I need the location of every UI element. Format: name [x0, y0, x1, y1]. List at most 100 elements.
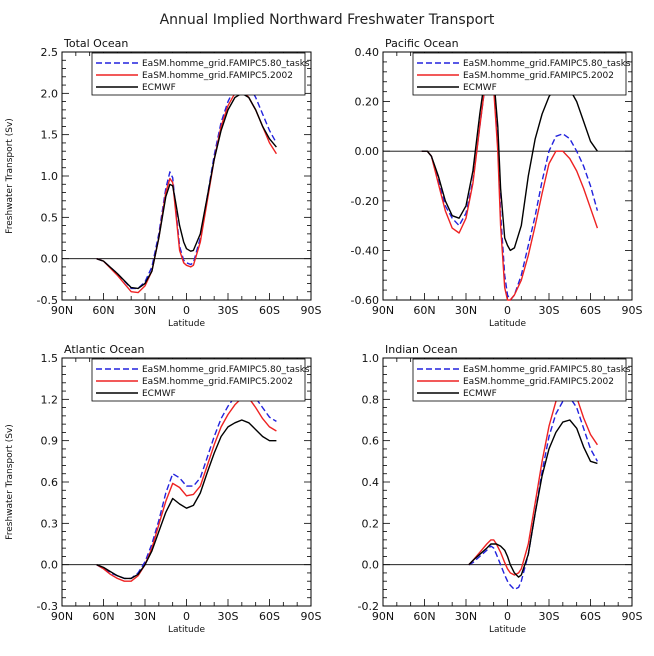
x-tick-label: 30N	[134, 610, 156, 623]
x-axis-label: Latitude	[168, 625, 206, 635]
y-tick-label: 1.0	[362, 352, 380, 365]
series-line-3	[468, 419, 598, 578]
x-tick-label: 30S	[539, 610, 560, 623]
x-tick-label: 90N	[372, 610, 394, 623]
y-tick-label: -0.3	[37, 600, 58, 613]
x-tick-label: 90S	[301, 610, 322, 623]
legend-label: EaSM.homme_grid.FAMIPC5.2002	[142, 377, 293, 387]
x-tick-label: 90S	[622, 610, 643, 623]
y-tick-label: 1.0	[41, 170, 59, 183]
y-tick-label: 0.0	[41, 253, 59, 266]
y-tick-label: 2.5	[41, 46, 59, 59]
y-tick-label: -0.60	[351, 294, 379, 307]
series-line-1	[421, 61, 599, 301]
x-tick-label: 30S	[539, 304, 560, 317]
x-tick-label: 90S	[622, 304, 643, 317]
figure-title: Annual Implied Northward Freshwater Tran…	[160, 12, 495, 28]
y-tick-label: -0.20	[351, 195, 379, 208]
y-tick-label: -0.40	[351, 244, 379, 257]
y-tick-label: 1.5	[41, 129, 59, 142]
panel-pacific: Pacific Ocean 90N 60N 30N 0 30S 60S 90S -0.60 -0.…	[351, 37, 643, 329]
y-tick-label: 0.6	[362, 435, 380, 448]
y-tick-label: 2.0	[41, 87, 59, 100]
x-tick-label: 90N	[372, 304, 394, 317]
series-line-3	[96, 92, 277, 290]
y-tick-label: 0.20	[355, 96, 380, 109]
legend: EaSM.homme_grid.FAMIPC5.80_tasks EaSM.hom…	[91, 52, 310, 96]
legend: EaSM.homme_grid.FAMIPC5.80_tasks EaSM.hom…	[91, 358, 310, 402]
y-tick-label: 0.8	[362, 393, 380, 406]
y-tick-label: 0.0	[362, 559, 380, 572]
x-tick-label: 30N	[455, 610, 477, 623]
y-tick-label: 0.40	[355, 46, 380, 59]
legend-label: ECMWF	[463, 389, 497, 399]
panel-total: Total Ocean 90N 60N 30N 0 30S 60S 90S -0.5 0.0 0.5…	[5, 37, 322, 329]
panel-title: Indian Ocean	[385, 343, 458, 356]
x-axis-label: Latitude	[489, 625, 527, 635]
x-tick-label: 60N	[413, 304, 435, 317]
panel-title: Atlantic Ocean	[64, 343, 145, 356]
legend-box	[91, 358, 306, 402]
x-tick-label: 90N	[51, 610, 73, 623]
legend: EaSM.homme_grid.FAMIPC5.80_tasks EaSM.hom…	[412, 358, 631, 402]
panel-title: Total Ocean	[63, 37, 128, 50]
y-tick-label: 0.3	[41, 517, 59, 530]
series-line-3	[96, 419, 277, 580]
x-tick-label: 30N	[455, 304, 477, 317]
series-line-1	[96, 80, 278, 290]
x-tick-label: 0	[504, 304, 511, 317]
panel-indian: Indian Ocean 90N 60N 30N 0 30S 60S 90S -0.2 0.0 0.…	[358, 343, 643, 635]
y-tick-label: 0.5	[41, 211, 59, 224]
legend-label: ECMWF	[142, 389, 176, 399]
x-tick-label: 60N	[92, 304, 114, 317]
y-tick-label: 0.6	[41, 476, 59, 489]
x-tick-label: 30S	[218, 610, 239, 623]
legend-box	[91, 52, 306, 96]
x-tick-label: 90N	[51, 304, 73, 317]
x-tick-label: 60S	[259, 304, 280, 317]
series-line-2	[96, 88, 277, 294]
legend-box	[412, 52, 627, 96]
x-axis-label: Latitude	[489, 319, 527, 329]
y-tick-label: 0.00	[355, 145, 380, 158]
y-axis-label: Freshwater Transport (Sv)	[5, 118, 15, 234]
panel-title: Pacific Ocean	[385, 37, 459, 50]
x-tick-label: 60S	[259, 610, 280, 623]
x-tick-label: 60N	[92, 610, 114, 623]
series-line-1	[96, 389, 277, 580]
series-line-2	[96, 397, 277, 582]
panel-atlantic: Atlantic Ocean 90N 60N 30N 0 30S 60S 90S -0.3 0.0…	[5, 343, 322, 635]
y-tick-label: 0.9	[41, 435, 59, 448]
x-tick-label: 60N	[413, 610, 435, 623]
y-tick-label: 1.2	[41, 393, 59, 406]
legend-label: EaSM.homme_grid.FAMIPC5.2002	[463, 71, 614, 81]
x-tick-label: 60S	[580, 304, 601, 317]
x-tick-label: 0	[183, 610, 190, 623]
x-tick-label: 90S	[301, 304, 322, 317]
legend-label: EaSM.homme_grid.FAMIPC5.2002	[142, 71, 293, 81]
legend-label: EaSM.homme_grid.FAMIPC5.2002	[463, 377, 614, 387]
y-tick-label: 0.0	[41, 559, 59, 572]
legend-label: EaSM.homme_grid.FAMIPC5.80_tasks	[463, 59, 631, 69]
legend: EaSM.homme_grid.FAMIPC5.80_tasks EaSM.hom…	[412, 52, 631, 96]
x-tick-label: 0	[504, 610, 511, 623]
legend-label: EaSM.homme_grid.FAMIPC5.80_tasks	[463, 365, 631, 375]
x-tick-label: 0	[183, 304, 190, 317]
x-tick-label: 30S	[218, 304, 239, 317]
legend-label: EaSM.homme_grid.FAMIPC5.80_tasks	[142, 59, 310, 69]
legend-label: ECMWF	[142, 83, 176, 93]
series-line-2	[421, 68, 599, 301]
series-line-1	[468, 396, 599, 591]
y-tick-label: -0.2	[358, 600, 379, 613]
legend-label: ECMWF	[463, 83, 497, 93]
y-axis-label: Freshwater Transport (Sv)	[5, 424, 15, 540]
legend-box	[412, 358, 627, 402]
x-tick-label: 30N	[134, 304, 156, 317]
x-axis-label: Latitude	[168, 319, 206, 329]
y-tick-label: -0.5	[37, 294, 58, 307]
x-tick-label: 60S	[580, 610, 601, 623]
y-tick-label: 0.2	[362, 517, 380, 530]
y-tick-label: 0.4	[362, 476, 380, 489]
panels: Total Ocean 90N 60N 30N 0 30S 60S 90S -0.5 0.0 0.5…	[5, 37, 643, 635]
